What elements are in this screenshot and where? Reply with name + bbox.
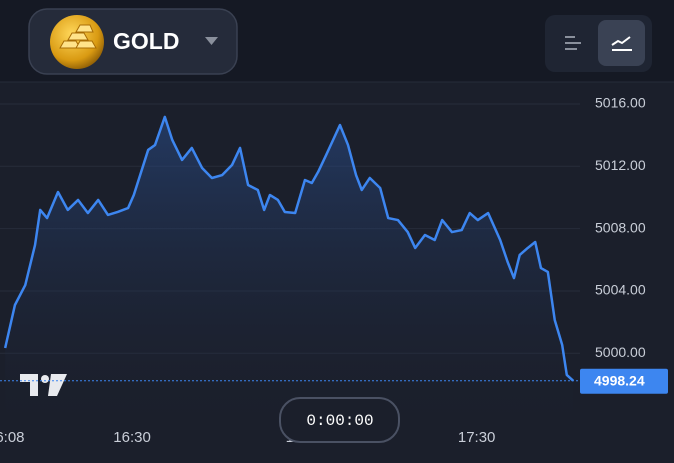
candle-button[interactable] [565,36,581,50]
asset-selector[interactable]: GOLD [28,8,238,75]
y-tick-label: 5008.00 [595,219,646,235]
plot [0,103,580,420]
price-line [3,115,574,382]
x-tick-label: 17:30 [458,429,496,446]
line-icon [611,36,632,51]
price-axis: 5000.00 5004.00 5008.00 5012.00 5016.00 [595,95,646,360]
asset-name: GOLD [113,28,179,54]
y-tick-label: 5004.00 [595,282,646,298]
timer-text: 0:00:00 [306,412,373,430]
x-tick-label: 16:08 [0,429,25,446]
last-price-label: 4998.24 [594,372,645,388]
tv-logo [20,374,67,396]
y-tick-label: 5000.00 [595,344,646,360]
y-tick-label: 5012.00 [595,157,646,173]
y-tick-label: 5016.00 [595,95,646,111]
chart-type-toggle [545,15,652,72]
last-price-tag [580,368,668,394]
x-tick-label: 16:30 [113,429,151,446]
dropdown-arrow [205,37,218,45]
gold-bars [59,24,97,49]
timer-pill [279,397,400,443]
area-fill [5,116,574,420]
timer: 0:00:00 [279,397,400,443]
